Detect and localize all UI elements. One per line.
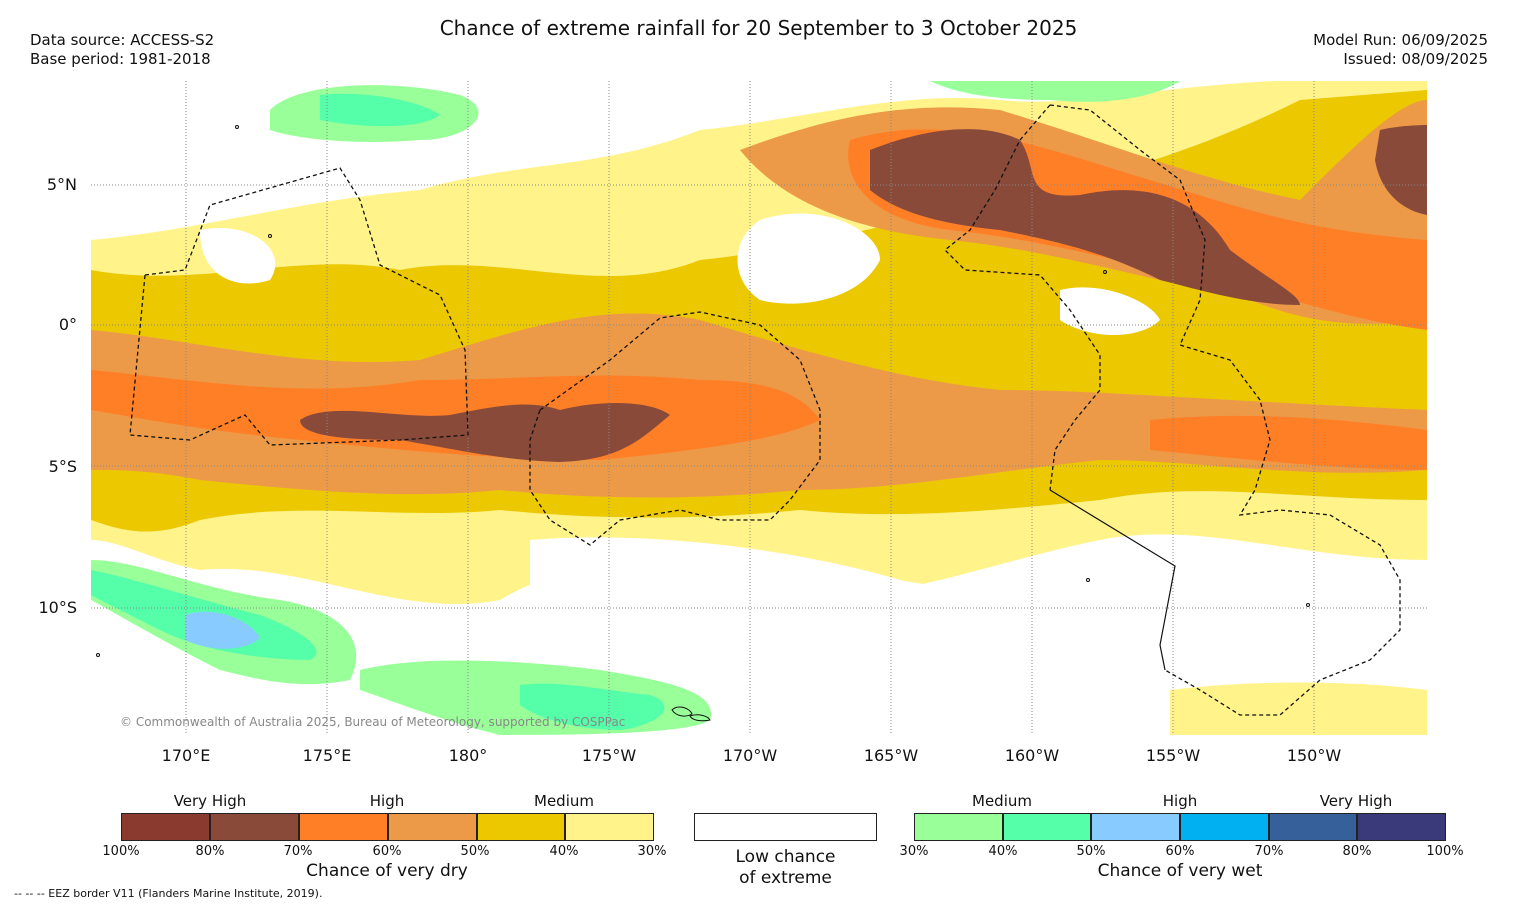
legend-dry-tick: 80% xyxy=(195,844,225,859)
legend-dry-tick: 60% xyxy=(372,844,402,859)
legend-low-swatch xyxy=(694,813,877,841)
region-low-3 xyxy=(200,228,276,284)
lon-label-170w: 170°W xyxy=(722,746,778,765)
legend-dry-swatch-5 xyxy=(477,813,565,841)
map-title: Chance of extreme rainfall for 20 Septem… xyxy=(439,16,1078,40)
legend-wet-very-high: Very High xyxy=(1319,792,1393,810)
meta-left: Data source: ACCESS-S2 Base period: 1981… xyxy=(30,31,214,69)
legend-wet-tick: 30% xyxy=(899,844,929,859)
legend-dry-title: Chance of very dry xyxy=(306,861,468,881)
lat-label-5s: 5°S xyxy=(48,457,77,476)
legend-low-line2: of extreme xyxy=(739,868,832,888)
data-source-text: Data source: ACCESS-S2 xyxy=(30,31,215,49)
issued-text: Issued: 08/09/2025 xyxy=(1343,50,1488,68)
legend-wet-tick: 80% xyxy=(1342,844,1372,859)
region-low-south xyxy=(530,537,1427,704)
legend-dry-tick: 100% xyxy=(102,844,140,859)
lon-label-165w: 165°W xyxy=(863,746,919,765)
legend-dry-swatch-2 xyxy=(210,813,299,841)
lat-label-10s: 10°S xyxy=(38,598,77,617)
region-low-2 xyxy=(1060,287,1160,335)
eez-solid-border xyxy=(1049,489,1176,671)
legend-dry-swatch-6 xyxy=(565,813,654,841)
legend-dry-tick: 50% xyxy=(460,844,490,859)
legend-wet-tick: 100% xyxy=(1426,844,1464,859)
lon-label-170e: 170°E xyxy=(161,746,211,765)
legend-wet-high: High xyxy=(1162,792,1198,810)
legend-dry-medium: Medium xyxy=(534,792,594,810)
region-dry-80-west xyxy=(300,403,670,462)
lon-label-180: 180° xyxy=(448,746,488,765)
lon-label-175w: 175°W xyxy=(581,746,637,765)
region-dry-80-north xyxy=(870,129,1300,305)
legend-dry-tick: 30% xyxy=(637,844,667,859)
meta-right: Model Run: 06/09/2025 Issued: 08/09/2025 xyxy=(1313,31,1488,69)
lon-label-175e: 175°E xyxy=(302,746,352,765)
region-low-1 xyxy=(737,213,880,304)
island-outlines xyxy=(96,125,1310,722)
graticule xyxy=(91,81,1427,735)
legend-dry: Very High High Medium 100% 80% 70% 60% 5… xyxy=(0,790,700,890)
region-wet-50-sw xyxy=(185,611,260,649)
legend-wet-medium: Medium xyxy=(972,792,1032,810)
legend-dry-tick: 70% xyxy=(283,844,313,859)
legend-wet-tick: 40% xyxy=(988,844,1018,859)
legend-wet-tick: 60% xyxy=(1165,844,1195,859)
lon-label-155w: 155°W xyxy=(1145,746,1201,765)
region-dry-80-ne xyxy=(1375,125,1427,215)
copyright-text: © Commonwealth of Australia 2025, Bureau… xyxy=(120,715,626,729)
eez-footnote: -- -- -- EEZ border V11 (Flanders Marine… xyxy=(14,887,323,900)
legend-dry-swatch-3 xyxy=(299,813,388,841)
region-wet-40-north xyxy=(320,93,440,127)
region-wet-30-top xyxy=(930,81,1180,102)
legend-low: Low chance of extreme xyxy=(694,790,877,890)
legend-wet-swatch-1 xyxy=(914,813,1003,841)
legend-wet-swatch-3 xyxy=(1091,813,1180,841)
legend-dry-tick: 40% xyxy=(549,844,579,859)
legend-dry-very-high: Very High xyxy=(173,792,247,810)
region-dry-60-east xyxy=(1150,415,1427,470)
eez-borders xyxy=(129,104,1401,716)
lon-label-150w: 150°W xyxy=(1286,746,1342,765)
region-wet-40-south xyxy=(520,683,665,730)
legend-wet-swatch-6 xyxy=(1357,813,1446,841)
legend-wet-swatch-5 xyxy=(1269,813,1357,841)
legend-wet-swatch-4 xyxy=(1180,813,1269,841)
lon-label-160w: 160°W xyxy=(1004,746,1060,765)
base-period-text: Base period: 1981-2018 xyxy=(30,50,211,68)
legend-wet-tick: 50% xyxy=(1076,844,1106,859)
model-run-text: Model Run: 06/09/2025 xyxy=(1313,31,1488,49)
legend-wet-title: Chance of very wet xyxy=(1097,861,1263,881)
legend-dry-swatch-4 xyxy=(388,813,477,841)
legend-wet-swatch-2 xyxy=(1003,813,1091,841)
legend-low-line1: Low chance xyxy=(735,847,836,867)
legend-wet-tick: 70% xyxy=(1254,844,1284,859)
lat-label-0: 0° xyxy=(58,315,77,334)
lat-label-5n: 5°N xyxy=(46,175,77,194)
region-dry-30-se xyxy=(1170,682,1427,735)
legend-dry-high: High xyxy=(369,792,405,810)
legend-dry-swatch-1 xyxy=(121,813,210,841)
legend-wet: Medium High Very High 30% 40% 50% 60% 70… xyxy=(0,790,1517,890)
